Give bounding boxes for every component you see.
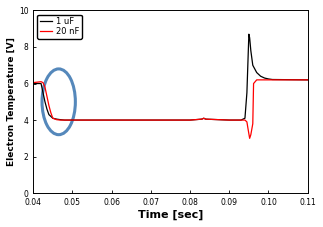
1 uF <box>188 119 192 121</box>
1 uF <box>259 75 263 78</box>
20 nF <box>41 81 45 84</box>
1 uF <box>149 119 153 121</box>
1 uF <box>255 71 259 74</box>
20 nF <box>39 80 43 83</box>
1 uF <box>110 119 114 121</box>
1 uF <box>31 82 35 85</box>
20 nF <box>200 118 204 121</box>
20 nF <box>202 117 206 120</box>
1 uF <box>45 108 49 111</box>
1 uF <box>263 77 266 79</box>
1 uF <box>41 91 45 94</box>
1 uF <box>227 119 231 121</box>
20 nF <box>259 79 263 81</box>
1 uF <box>306 79 310 81</box>
1 uF <box>204 118 208 121</box>
20 nF <box>252 82 255 85</box>
1 uF <box>239 119 243 121</box>
20 nF <box>188 119 192 121</box>
20 nF <box>149 119 153 121</box>
1 uF <box>235 119 239 121</box>
20 nF <box>59 119 63 121</box>
20 nF <box>63 119 67 121</box>
20 nF <box>255 79 259 81</box>
1 uF <box>200 118 204 121</box>
1 uF <box>47 113 51 116</box>
1 uF <box>243 117 247 120</box>
20 nF <box>204 118 208 121</box>
1 uF <box>51 117 55 120</box>
1 uF <box>59 118 63 121</box>
1 uF <box>67 119 70 121</box>
20 nF <box>235 119 239 121</box>
Y-axis label: Electron Temperature [V]: Electron Temperature [V] <box>7 37 16 166</box>
1 uF <box>74 119 78 121</box>
20 nF <box>47 104 51 107</box>
Line: 20 nF: 20 nF <box>33 80 308 138</box>
20 nF <box>245 121 249 123</box>
1 uF <box>63 119 67 121</box>
1 uF <box>249 49 253 52</box>
1 uF <box>70 119 74 121</box>
20 nF <box>306 79 310 81</box>
20 nF <box>243 119 247 121</box>
20 nF <box>227 119 231 121</box>
1 uF <box>247 33 251 36</box>
1 uF <box>270 78 274 81</box>
20 nF <box>70 119 74 121</box>
20 nF <box>45 95 49 98</box>
20 nF <box>110 119 114 121</box>
20 nF <box>251 122 255 125</box>
1 uF <box>39 82 43 85</box>
1 uF <box>251 64 255 67</box>
20 nF <box>51 117 55 120</box>
20 nF <box>55 118 59 121</box>
1 uF <box>248 37 252 39</box>
Legend: 1 uF, 20 nF: 1 uF, 20 nF <box>37 15 82 39</box>
20 nF <box>43 86 47 89</box>
1 uF <box>266 78 270 80</box>
20 nF <box>239 119 243 121</box>
20 nF <box>248 137 252 140</box>
20 nF <box>246 128 250 131</box>
1 uF <box>43 100 47 103</box>
1 uF <box>245 91 249 94</box>
20 nF <box>31 81 35 84</box>
1 uF <box>202 117 206 120</box>
20 nF <box>49 111 53 114</box>
1 uF <box>55 118 59 121</box>
Line: 1 uF: 1 uF <box>33 34 308 120</box>
20 nF <box>249 133 253 136</box>
X-axis label: Time [sec]: Time [sec] <box>138 210 203 220</box>
